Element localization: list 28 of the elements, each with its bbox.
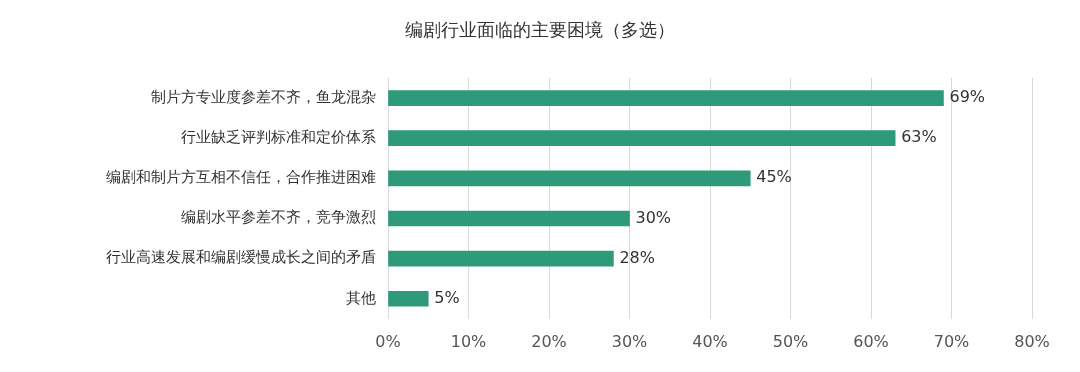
x-tick-label: 70% — [933, 331, 970, 351]
x-tick-label: 60% — [853, 331, 889, 351]
chart-title: 编剧行业面临的主要困境（多选） — [404, 18, 676, 42]
x-tick-label: 50% — [772, 331, 809, 351]
y-tick-label: 行业高速发展和编剧缓慢成长之间的矛盾 — [106, 248, 376, 267]
data-label: 5% — [434, 287, 460, 307]
data-label: 63% — [901, 127, 937, 147]
x-tick-label: 20% — [531, 331, 567, 351]
bar — [388, 250, 614, 267]
bar — [388, 170, 751, 187]
x-tick-label: 40% — [692, 331, 728, 351]
bar — [388, 130, 896, 147]
data-label: 30% — [635, 207, 672, 227]
data-label: 69% — [949, 87, 986, 107]
x-tick-label: 30% — [611, 331, 648, 351]
y-tick-label: 行业缺乏评判标准和定价体系 — [181, 128, 376, 147]
y-tick-label: 编剧水平参差不齐，竞争激烈 — [181, 208, 376, 227]
x-tick-label: 0% — [375, 331, 401, 351]
bar — [388, 290, 429, 307]
data-label: 45% — [756, 167, 792, 187]
y-tick-label: 制片方专业度参差不齐，鱼龙混杂 — [151, 87, 376, 106]
y-tick-label: 其他 — [346, 288, 376, 307]
data-label: 28% — [619, 247, 655, 267]
y-tick-label: 编剧和制片方互相不信任，合作推进困难 — [106, 168, 376, 187]
x-tick-label: 10% — [450, 331, 487, 351]
bar — [388, 210, 630, 227]
x-tick-label: 80% — [1014, 331, 1050, 351]
bar — [388, 90, 944, 106]
